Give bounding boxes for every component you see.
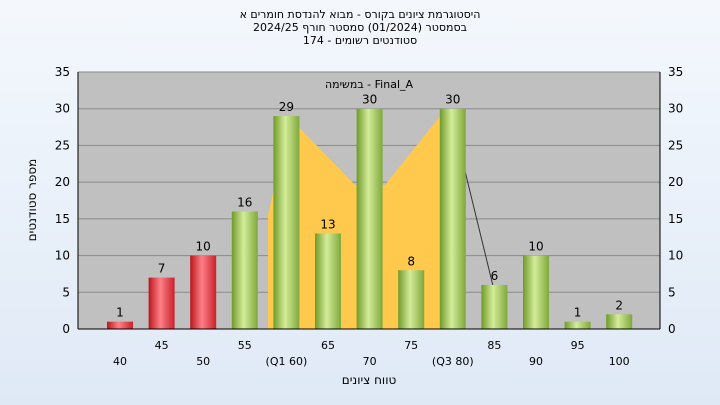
y-tick-label: 35	[55, 65, 70, 79]
bar	[481, 284, 508, 329]
x-axis-label: טווח ציונים	[342, 373, 397, 387]
y-tick-label: 5	[62, 285, 70, 299]
value-label: 16	[237, 196, 252, 210]
y-tick-label: 20	[55, 175, 70, 189]
y-tick-label: 25	[55, 138, 70, 152]
x-tick-label: 100	[609, 355, 630, 368]
bar	[356, 108, 383, 329]
bar	[606, 314, 633, 329]
x-tick-label: 90	[529, 355, 543, 368]
x-tick-label: 40	[113, 355, 127, 368]
x-tick-label: 65	[321, 339, 335, 352]
bar	[315, 233, 341, 329]
y2-tick-label: 10	[668, 249, 683, 263]
value-label: 8	[407, 254, 415, 268]
title-line: סטודנטים רשומים - 174	[303, 34, 417, 47]
x-tick-label: (Q1 60)	[266, 355, 308, 368]
value-label: 10	[528, 240, 543, 254]
bar	[523, 255, 549, 329]
x-tick-label: 70	[363, 355, 377, 368]
annotation: Final_A - במשימה	[325, 78, 414, 91]
y2-tick-label: 15	[668, 212, 683, 226]
bar	[439, 108, 466, 329]
y2-tick-label: 35	[668, 65, 683, 79]
x-tick-label: 95	[571, 339, 585, 352]
bar	[231, 211, 258, 329]
bar	[107, 321, 133, 329]
bar	[273, 116, 300, 329]
value-label: 30	[445, 93, 460, 107]
x-tick-label: 45	[155, 339, 169, 352]
title-line: היסטוגרמת ציונים בקורס - מבוא להנדסת חומ…	[240, 8, 481, 21]
value-label: 13	[320, 218, 335, 232]
value-label: 1	[574, 306, 582, 320]
value-label: 6	[491, 269, 499, 283]
y2-tick-label: 30	[668, 102, 683, 116]
x-tick-label: 50	[196, 355, 210, 368]
bar	[148, 277, 175, 329]
y2-tick-label: 5	[668, 285, 676, 299]
y-tick-label: 10	[55, 249, 70, 263]
bar	[398, 270, 425, 329]
x-tick-label: 75	[404, 339, 418, 352]
y2-tick-label: 0	[668, 322, 676, 336]
value-label: 30	[362, 93, 377, 107]
y-tick-label: 15	[55, 212, 70, 226]
y-tick-label: 30	[55, 102, 70, 116]
y2-tick-label: 25	[668, 138, 683, 152]
y2-tick-label: 20	[668, 175, 683, 189]
value-label: 10	[196, 240, 211, 254]
y-tick-label: 0	[62, 322, 70, 336]
x-tick-label: (Q3 80)	[432, 355, 474, 368]
value-label: 29	[279, 100, 294, 114]
value-label: 7	[158, 262, 166, 276]
value-label: 1	[116, 306, 124, 320]
y-axis-label: מספר סטודנטים	[25, 159, 39, 242]
title-line: בסמסטר (01/2024) סמסטר חורף 2024/25	[253, 21, 467, 34]
bar	[564, 321, 591, 329]
bar	[190, 255, 217, 329]
x-tick-label: 85	[487, 339, 501, 352]
x-tick-label: 55	[238, 339, 252, 352]
value-label: 2	[615, 298, 623, 312]
